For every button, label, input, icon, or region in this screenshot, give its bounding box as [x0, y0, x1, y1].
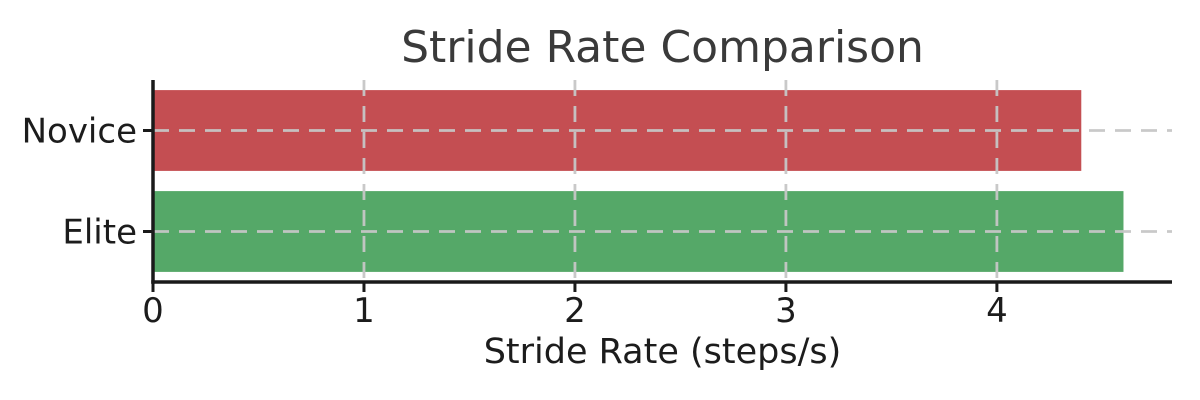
x-axis-label: Stride Rate (steps/s) [483, 332, 842, 372]
x-tick-label-0: 0 [142, 291, 164, 331]
y-tick-label-elite: Elite [62, 213, 137, 253]
x-tick-label-2: 2 [564, 291, 586, 331]
x-tick-label-1: 1 [353, 291, 375, 331]
y-tick-label-novice: Novice [22, 112, 137, 152]
chart-title: Stride Rate Comparison [401, 22, 924, 73]
x-tick-label-3: 3 [775, 291, 797, 331]
bar-novice [153, 90, 1082, 171]
x-tick-label-4: 4 [986, 291, 1008, 331]
